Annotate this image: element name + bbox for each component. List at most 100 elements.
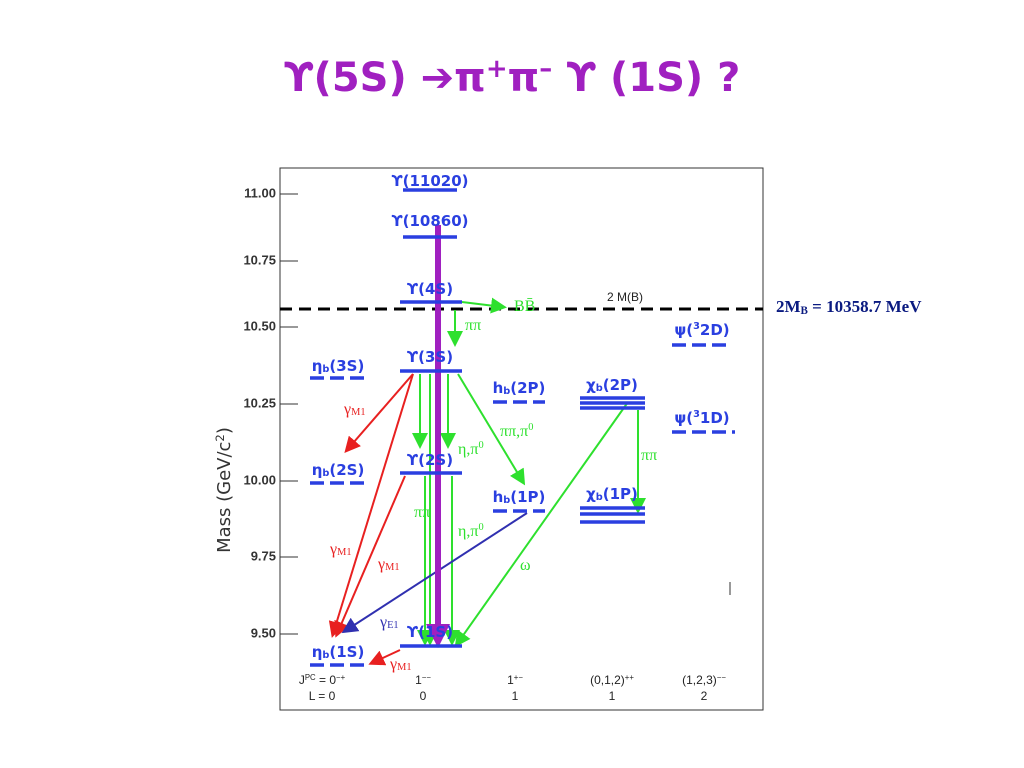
l-label: 0 — [420, 689, 427, 703]
level-label-part: 2D) — [700, 321, 730, 339]
arrows — [328, 225, 646, 666]
y-tick-label: 10.50 — [243, 318, 276, 333]
decay-label: ω — [520, 557, 531, 574]
decay-label-sub: M1 — [337, 547, 351, 558]
level-label-sub: b — [596, 383, 603, 394]
decay-label: γM1 — [343, 401, 366, 419]
threshold-annotation-part: 2M — [776, 297, 801, 316]
level-label-sub: b — [322, 468, 329, 479]
y-tick-label: 9.50 — [251, 625, 276, 640]
slide-title: ϒ(5S) ➔π+π– ϒ (1S) ? — [284, 54, 741, 101]
y-tick-label: 10.25 — [243, 395, 276, 410]
y-tick-label: 9.75 — [251, 548, 276, 563]
jpc-label: (0,1,2)++ — [590, 673, 634, 687]
jpc-label-part: = 0 — [316, 673, 337, 687]
level-label-part: η — [312, 461, 323, 479]
level-label: hb(1P) — [493, 488, 546, 507]
level-label-part: (3S) — [329, 357, 364, 375]
level-label-sub: b — [596, 492, 603, 503]
level-label-part: ϒ(3S) — [407, 348, 453, 366]
decay-label-part: γ — [343, 401, 351, 418]
level-label-part: (1P) — [510, 488, 545, 506]
decay-label: ππ,π0 — [500, 422, 533, 439]
decay-label-part: γ — [389, 656, 397, 673]
decay-label-sub: E1 — [387, 620, 399, 631]
y-tick-label: 10.75 — [243, 252, 276, 267]
level-label-part: 1D) — [700, 409, 730, 427]
decay-label: γM1 — [329, 541, 352, 559]
slide-title-part: ϒ(5S) ➔π — [284, 55, 486, 101]
level-label: ηb(1S) — [312, 643, 365, 662]
jpc-label-sup: PC — [305, 673, 316, 682]
decay-label-part: ππ — [641, 447, 657, 464]
level-label: χb(1P) — [586, 485, 638, 504]
l-label: 1 — [609, 689, 616, 703]
level-label-part: χ — [586, 376, 596, 394]
decay-label-part: ππ — [414, 504, 430, 521]
y-tick-label: 11.00 — [244, 185, 276, 200]
frame — [279, 167, 764, 711]
decay-label-sup: 0 — [478, 440, 483, 451]
jpc-label: 1−− — [415, 673, 431, 687]
decay-label: γM1 — [389, 656, 412, 674]
jpc-label-part: (0,1,2) — [590, 673, 625, 687]
level-label: ϒ(11020) — [391, 172, 468, 190]
level-label-part: ψ( — [674, 321, 693, 339]
jpc-label-part: J — [299, 673, 305, 687]
level-label-part: (1P) — [603, 485, 638, 503]
level-label-sup: 3 — [693, 409, 700, 420]
level-label-part: (1S) — [329, 643, 364, 661]
jpc-label-part: (1,2,3) — [682, 673, 717, 687]
level-label: ϒ(4S) — [407, 280, 453, 298]
level-label-part: ψ( — [674, 409, 693, 427]
level-label-part: η — [312, 357, 323, 375]
l-label: L = 0 — [309, 689, 336, 703]
level-label: ϒ(10860) — [391, 212, 468, 230]
decay-label: BB̄ — [514, 298, 535, 315]
jpc-label: 1+− — [507, 673, 523, 687]
level-label-sub: b — [322, 650, 329, 661]
level-label: ηb(3S) — [312, 357, 365, 376]
decay-label-part: η,π — [458, 523, 478, 540]
decay-label: ππ — [414, 504, 430, 521]
decay-label: γE1 — [379, 614, 399, 632]
decay-label-part: ω — [520, 557, 531, 574]
decay-label: ππ — [465, 317, 481, 334]
level-label-part: h — [493, 379, 504, 397]
level-label-part: (2P) — [603, 376, 638, 394]
slide-title-sup: – — [539, 54, 552, 84]
decay-label: η,π0 — [458, 440, 484, 457]
threshold-annotation: 2MB = 10358.7 MeV — [776, 297, 922, 317]
level-label: hb(2P) — [493, 379, 546, 398]
jpc-label-part: 1 — [415, 673, 422, 687]
decay-label-part: η,π — [458, 441, 478, 458]
level-label: ϒ(2S) — [407, 451, 453, 469]
level-label-part: ϒ(10860) — [391, 212, 468, 230]
level-label-part: (2P) — [510, 379, 545, 397]
level-label-part: ϒ(2S) — [407, 451, 453, 469]
jpc-label-sup: +− — [514, 673, 524, 682]
level-label: χb(2P) — [586, 376, 638, 395]
level-label-sup: 3 — [693, 321, 700, 332]
decay-label: η,π0 — [458, 522, 484, 539]
decay-label-part: ππ — [465, 317, 481, 334]
decay-label-part: ππ,π — [500, 423, 528, 440]
decay-label-sub: M1 — [385, 562, 399, 573]
decay-label-part: γ — [379, 614, 387, 631]
jpc-label-sup: −− — [422, 673, 432, 682]
jpc-label-part: 1 — [507, 673, 514, 687]
decay-label: γM1 — [377, 556, 400, 574]
level-label-part: ϒ(4S) — [407, 280, 453, 298]
level-label-part: ϒ(1S) — [407, 623, 453, 641]
y-axis-title-part: ) — [214, 427, 235, 434]
level-label: ψ(31D) — [674, 409, 729, 427]
l-label: 1 — [512, 689, 519, 703]
level-label-sub: b — [322, 364, 329, 375]
threshold-annotation-part: = 10358.7 MeV — [808, 297, 922, 316]
level-label: ϒ(3S) — [407, 348, 453, 366]
decay-label: ππ — [641, 447, 657, 464]
level-label: ϒ(1S) — [407, 623, 453, 641]
y-tick-label: 10.00 — [243, 472, 276, 487]
level-label-sub: b — [503, 495, 510, 506]
jpc-label: JPC = 0−+ — [299, 673, 346, 687]
